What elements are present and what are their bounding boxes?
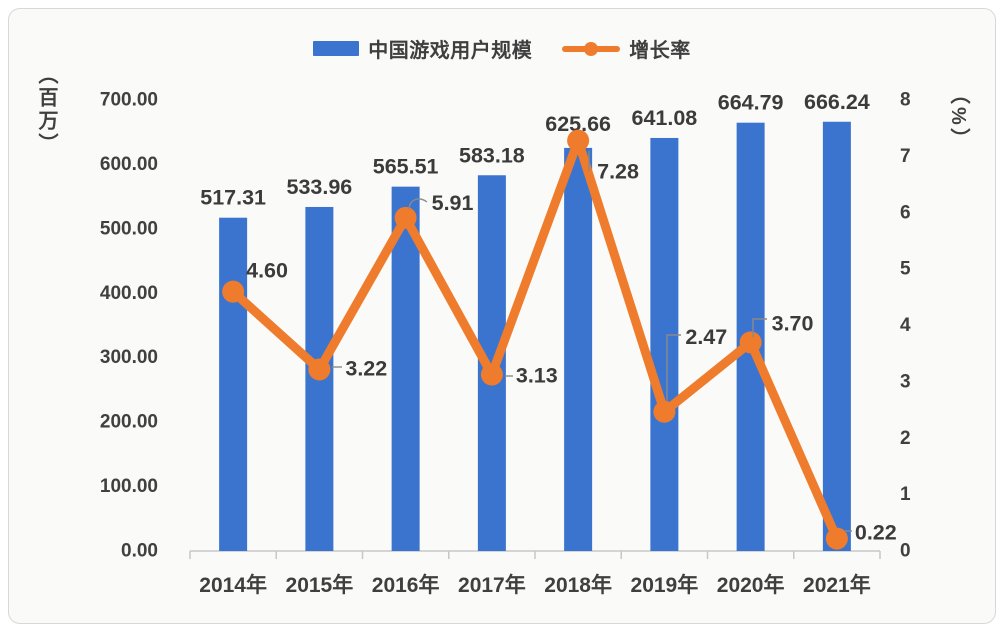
legend-item-users: 中国游戏用户规模 <box>313 34 532 63</box>
y-axis-left-tick-label: 500.00 <box>100 218 158 239</box>
line-data-label: 3.70 <box>772 311 814 335</box>
x-axis-label: 2015年 <box>286 573 354 597</box>
legend-label-users: 中国游戏用户规模 <box>368 40 533 62</box>
growth-line <box>228 136 842 544</box>
y-axis-right-tick-label: 0 <box>900 541 911 562</box>
y-axis-right-tick-label: 2 <box>900 428 911 449</box>
bar-data-label: 565.51 <box>373 155 439 179</box>
line-data-label: 5.91 <box>432 191 474 215</box>
y-axis-left-tick-label: 700.00 <box>100 90 158 111</box>
y-axis-right-tick-label: 5 <box>900 259 911 280</box>
line-data-label: 2.47 <box>685 325 727 349</box>
bar <box>219 217 248 551</box>
line-marker <box>222 280 245 303</box>
x-axis-label: 2020年 <box>717 573 785 597</box>
x-axis-label: 2017年 <box>458 573 526 597</box>
bar <box>391 186 420 552</box>
x-axis-label: 2018年 <box>544 573 612 597</box>
line-data-label: 0.22 <box>855 521 897 545</box>
left-axis-unit-label: （百万） <box>35 64 57 156</box>
bar-data-label: 666.24 <box>804 90 870 114</box>
line-marker <box>567 129 590 152</box>
line-marker-swatch-dot <box>584 41 599 56</box>
bar <box>650 137 679 552</box>
bar-data-label: 533.96 <box>286 175 352 199</box>
leader-line <box>666 334 681 401</box>
y-axis-left-tick-label: 600.00 <box>100 154 158 175</box>
bar-data-label: 517.31 <box>200 186 266 210</box>
bar-data-label: 641.08 <box>631 106 697 130</box>
right-axis-unit-label: （%） <box>947 84 969 151</box>
y-axis-right-tick-label: 7 <box>900 146 911 167</box>
line-data-label: 3.13 <box>516 364 558 388</box>
line-series-swatch <box>562 41 621 56</box>
legend: 中国游戏用户规模 增长率 <box>0 34 1004 63</box>
x-axis-label: 2021年 <box>803 573 871 597</box>
y-axis-left-tick-label: 300.00 <box>100 347 158 368</box>
bar <box>822 121 851 551</box>
y-axis-right-tick-label: 6 <box>900 202 911 223</box>
y-axis-left-tick-label: 100.00 <box>100 476 158 497</box>
line-marker <box>653 400 676 423</box>
x-axis-label: 2019年 <box>631 573 699 597</box>
y-axis-left-tick-label: 0.00 <box>121 541 158 562</box>
line-marker <box>308 358 331 381</box>
leader-line <box>408 198 428 210</box>
leader-line <box>752 318 767 337</box>
line-data-label: 4.60 <box>246 259 288 283</box>
line-marker <box>825 527 848 550</box>
bar-data-label: 664.79 <box>718 91 784 115</box>
y-axis-right-tick-label: 3 <box>900 371 911 392</box>
line-marker <box>394 206 417 229</box>
y-axis-right-tick-label: 8 <box>900 90 911 111</box>
bar <box>564 147 593 552</box>
x-axis-label: 2016年 <box>372 573 440 597</box>
bar-data-label: 583.18 <box>459 143 525 167</box>
line-marker <box>739 331 762 354</box>
line-data-label: 3.22 <box>345 356 387 380</box>
legend-label-growth: 增长率 <box>629 40 691 62</box>
legend-item-growth: 增长率 <box>562 34 691 63</box>
bar-series-swatch <box>313 41 360 56</box>
y-axis-left-tick-label: 400.00 <box>100 283 158 304</box>
y-axis-left-tick-label: 200.00 <box>100 412 158 433</box>
x-axis-label: 2014年 <box>199 573 267 597</box>
line-marker <box>480 363 503 386</box>
y-axis-right-tick-label: 1 <box>900 484 911 505</box>
y-axis-right-tick-label: 4 <box>900 315 911 336</box>
line-data-label: 7.28 <box>597 160 639 184</box>
